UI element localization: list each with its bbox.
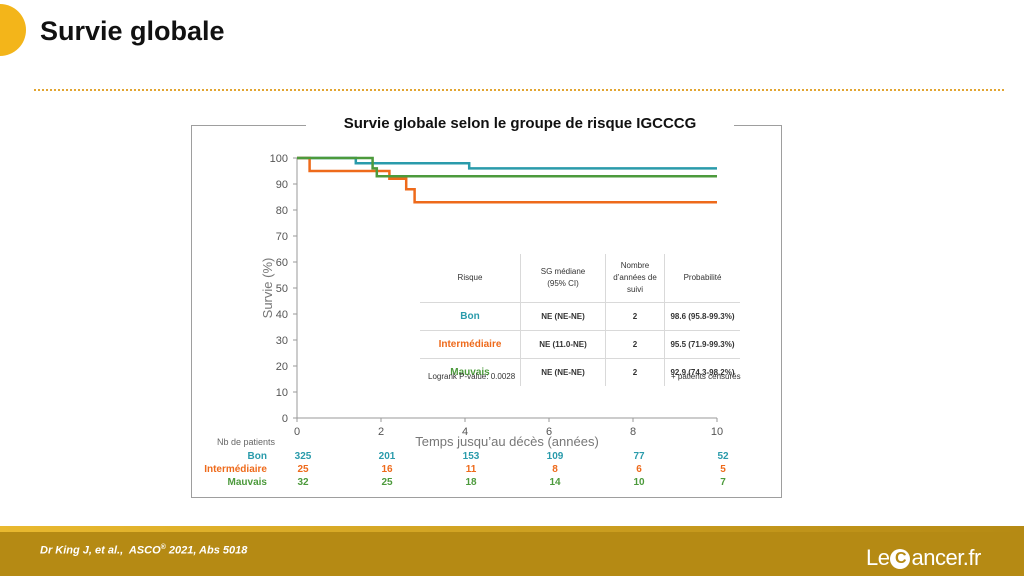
summary-years: 2 (605, 302, 665, 331)
y-tick-label: 80 (276, 205, 288, 217)
logo-prefix: Le (866, 545, 890, 570)
x-tick-label: 10 (711, 426, 723, 438)
logo-c-mark: C (890, 549, 911, 569)
risk-count: 5 (720, 464, 726, 475)
summary-table: Risque SG médiane (95% CI) Nombre d’anné… (420, 254, 740, 386)
summary-header-prob: Probabilité (664, 254, 740, 303)
survival-curve-mauvais (297, 156, 717, 178)
survival-curve-bon (297, 156, 717, 170)
summary-row: Mauvais NE (NE-NE) 2 92.9 (74.3-98.2%) (420, 358, 740, 386)
risk-table-label: Nb de patients (217, 437, 276, 447)
summary-years: 2 (605, 330, 665, 359)
y-tick-label: 90 (276, 179, 288, 191)
citation-author: Dr King J, et al., (40, 544, 124, 557)
citation: Dr King J, et al., ASCO® 2021, Abs 5018 (40, 544, 247, 557)
risk-row-label: Mauvais (228, 477, 268, 488)
risk-count: 109 (547, 451, 564, 462)
survival-curve-intermdiaire (297, 156, 717, 204)
summary-row: Bon NE (NE-NE) 2 98.6 (95.8-99.3%) (420, 302, 740, 331)
risk-count: 52 (717, 451, 729, 462)
risk-count: 153 (463, 451, 480, 462)
logo-suffix: ancer.fr (911, 545, 981, 570)
risk-count: 11 (466, 464, 477, 475)
y-tick-label: 60 (276, 257, 288, 269)
summary-median: NE (11.0-NE) (520, 330, 606, 359)
x-tick-label: 8 (630, 426, 636, 438)
risk-count: 201 (379, 451, 396, 462)
censored-note: + patients censurés (671, 372, 741, 381)
slide-title: Survie globale (40, 16, 225, 46)
summary-group: Bon (420, 302, 521, 331)
risk-row-label: Intermédiaire (204, 464, 267, 475)
summary-header-median: SG médiane (95% CI) (520, 254, 606, 303)
summary-group: Mauvais (420, 358, 521, 386)
summary-table-body: Bon NE (NE-NE) 2 98.6 (95.8-99.3%) Intermédi… (420, 302, 740, 386)
citation-rest: 2021, Abs 5018 (165, 544, 248, 557)
summary-prob: 98.6 (95.8-99.3%) (664, 302, 740, 331)
y-tick-label: 70 (276, 231, 288, 243)
risk-row-label: Bon (248, 451, 267, 462)
risk-count: 16 (381, 464, 393, 475)
summary-prob: 92.9 (74.3-98.2%) (670, 368, 735, 377)
footer-band (0, 526, 1024, 532)
y-tick-label: 40 (276, 309, 288, 321)
x-tick-label: 4 (462, 426, 468, 438)
y-tick-label: 50 (276, 283, 288, 295)
x-axis-label: Temps jusqu’au décès (années) (415, 434, 599, 449)
risk-count: 77 (633, 451, 645, 462)
x-tick-label: 6 (546, 426, 552, 438)
summary-row: Intermédiaire NE (11.0-NE) 2 95.5 (71.9-99.… (420, 330, 740, 359)
summary-years: 2 (605, 358, 665, 386)
x-tick-label: 0 (294, 426, 300, 438)
summary-header-years: Nombre d’années de suivi (605, 254, 665, 303)
risk-count: 8 (552, 464, 558, 475)
summary-prob: 95.5 (71.9-99.3%) (664, 330, 740, 359)
footer-bar (0, 526, 1024, 576)
y-tick-label: 20 (276, 361, 288, 373)
risk-count: 18 (465, 477, 477, 488)
risk-count: 7 (720, 477, 726, 488)
summary-header-risk: Risque (420, 254, 521, 303)
title-divider (34, 89, 1004, 91)
summary-median: NE (NE-NE) (520, 358, 606, 386)
risk-count: 25 (381, 477, 393, 488)
summary-median: NE (NE-NE) (520, 302, 606, 331)
y-axis-label: Survie (%) (260, 258, 275, 319)
risk-count: 10 (633, 477, 645, 488)
x-tick-label: 2 (378, 426, 384, 438)
citation-sup: ® (160, 544, 166, 551)
risk-count: 25 (297, 464, 309, 475)
risk-count: 14 (549, 477, 561, 488)
y-tick-label: 10 (276, 387, 288, 399)
pvalue-label: Logrank P-value: 0.0028 (428, 372, 516, 381)
chart-title: Survie globale selon le groupe de risque… (306, 115, 734, 132)
risk-count: 6 (636, 464, 642, 475)
risk-count: 325 (295, 451, 312, 462)
citation-conf: ASCO (128, 544, 161, 557)
summary-group: Intermédiaire (420, 330, 521, 359)
y-tick-label: 30 (276, 335, 288, 347)
y-tick-label: 100 (270, 153, 288, 165)
risk-count: 32 (297, 477, 309, 488)
y-tick-label: 0 (282, 413, 288, 425)
